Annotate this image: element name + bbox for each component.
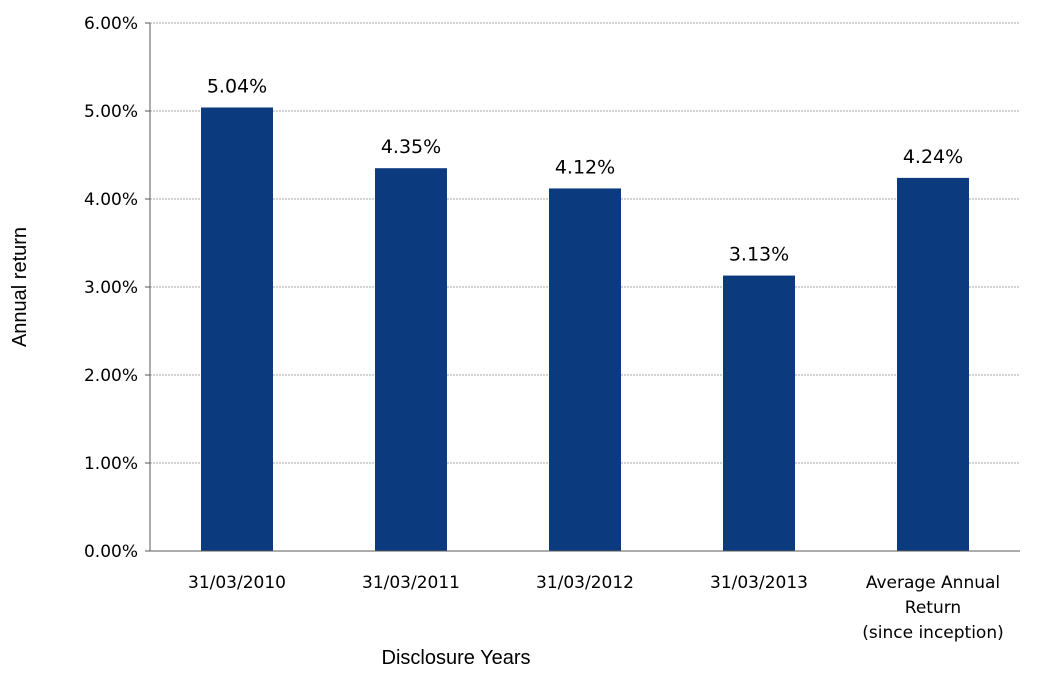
data-labels: 5.04% 4.35% 4.12% 3.13% 4.24%: [207, 75, 963, 265]
bar: [549, 188, 621, 551]
y-tick-label: 6.00%: [84, 14, 138, 34]
bar: [723, 275, 795, 551]
x-category-label: 31/03/2010: [188, 573, 286, 593]
x-category-label: Return: [905, 598, 961, 618]
x-category-labels: 31/03/2010 31/03/2011 31/03/2012 31/03/2013…: [188, 573, 1004, 643]
y-tick-labels: 0.00% 1.00% 2.00% 3.00% 4.00% 5.00% 6.00%: [84, 14, 138, 562]
data-label: 4.12%: [555, 156, 615, 178]
data-label: 4.24%: [903, 146, 963, 168]
data-label: 4.35%: [381, 136, 441, 158]
y-tick-label: 4.00%: [84, 190, 138, 210]
x-category-label: (since inception): [862, 623, 1004, 643]
bars: [201, 107, 969, 551]
x-axis-title: Disclosure Years: [382, 647, 531, 669]
data-label: 3.13%: [729, 244, 789, 266]
data-label: 5.04%: [207, 75, 267, 97]
x-category-label: 31/03/2012: [536, 573, 634, 593]
axes: [145, 22, 1020, 552]
bar: [897, 177, 969, 551]
y-tick-label: 2.00%: [84, 366, 138, 386]
bar: [375, 168, 447, 551]
x-category-label: 31/03/2013: [710, 573, 808, 593]
y-tick-label: 5.00%: [84, 102, 138, 122]
y-tick-label: 0.00%: [84, 542, 138, 562]
bar: [201, 107, 273, 551]
y-axis-title: Annual return: [9, 227, 31, 347]
x-category-label: 31/03/2011: [362, 573, 460, 593]
y-tick-label: 3.00%: [84, 278, 138, 298]
y-tick-label: 1.00%: [84, 454, 138, 474]
x-category-label: Average Annual: [866, 573, 1000, 593]
